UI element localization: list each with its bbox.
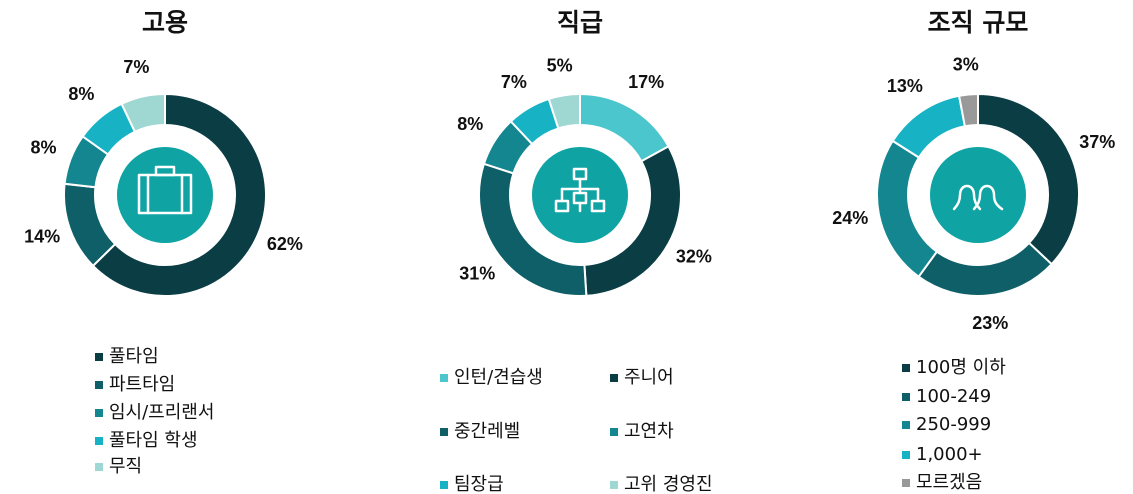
legend-label: 모르겠음 — [916, 472, 982, 493]
legend-swatch — [440, 374, 448, 382]
value-label: 31% — [459, 263, 495, 283]
legend-label: 무직 — [109, 456, 142, 477]
legend-label: 주니어 — [624, 367, 674, 388]
donut-segment — [120, 92, 166, 134]
value-label: 8% — [31, 137, 57, 157]
legend-swatch — [95, 381, 103, 389]
legend-label: 100명 이하 — [916, 357, 1006, 378]
legend-label: 고위 경영진 — [624, 474, 713, 494]
legend-swatch — [902, 364, 910, 372]
value-label: 5% — [547, 55, 573, 75]
donut-segment — [891, 94, 967, 159]
value-label: 14% — [24, 226, 60, 246]
legend-label: 고연차 — [624, 421, 674, 442]
donut-segment — [917, 241, 1054, 297]
value-label: 32% — [676, 246, 712, 266]
legend-swatch — [440, 481, 448, 489]
value-label: 62% — [267, 234, 303, 254]
value-label: 24% — [832, 208, 868, 228]
legend-label: 풀타임 학생 — [109, 430, 198, 451]
legend-swatch — [610, 374, 618, 382]
value-label: 17% — [628, 72, 664, 92]
legend-label: 중간레벨 — [454, 421, 520, 442]
value-label: 8% — [68, 84, 94, 104]
donut-segment — [876, 139, 939, 279]
legend-swatch — [95, 463, 103, 471]
legend-swatch — [902, 451, 910, 459]
legend-label: 팀장급 — [454, 474, 504, 494]
legend-swatch — [902, 479, 910, 487]
value-label: 7% — [123, 57, 149, 77]
legend-swatch — [902, 393, 910, 401]
center-circle — [117, 147, 213, 243]
legend-swatch — [610, 481, 618, 489]
legend-label: 인턴/견습생 — [454, 367, 543, 388]
briefcase-icon — [137, 165, 193, 215]
legend-swatch — [95, 409, 103, 417]
legend-label: 파트타임 — [109, 374, 175, 395]
donut-segment — [547, 92, 581, 130]
legend-swatch — [440, 428, 448, 436]
center-circle — [930, 147, 1026, 243]
legend-label: 100-249 — [916, 386, 991, 407]
chart-title: 고용 — [142, 8, 188, 37]
legend-label: 풀타임 — [109, 346, 159, 367]
value-label: 7% — [501, 72, 527, 92]
icons — [137, 165, 1004, 215]
legend-label: 임시/프리랜서 — [109, 402, 214, 423]
donut-segment — [977, 92, 1080, 266]
center-circle — [532, 147, 628, 243]
chart-title: 조직 규모 — [928, 8, 1029, 37]
value-label: 3% — [953, 54, 979, 74]
people-icon — [952, 184, 1004, 211]
value-label: 8% — [457, 114, 483, 134]
chart-title: 직급 — [557, 8, 603, 37]
legend-swatch — [95, 437, 103, 445]
legend-swatch — [902, 421, 910, 429]
legend-label: 250-999 — [916, 414, 991, 435]
donut-segment — [957, 92, 979, 128]
legend-label: 1,000+ — [916, 444, 983, 465]
org-icon — [554, 167, 606, 213]
donut-segment — [91, 92, 267, 297]
value-label: 23% — [972, 313, 1008, 333]
legend-swatch — [610, 428, 618, 436]
value-label: 13% — [887, 76, 923, 96]
legend-swatch — [95, 353, 103, 361]
value-label: 37% — [1079, 132, 1115, 152]
